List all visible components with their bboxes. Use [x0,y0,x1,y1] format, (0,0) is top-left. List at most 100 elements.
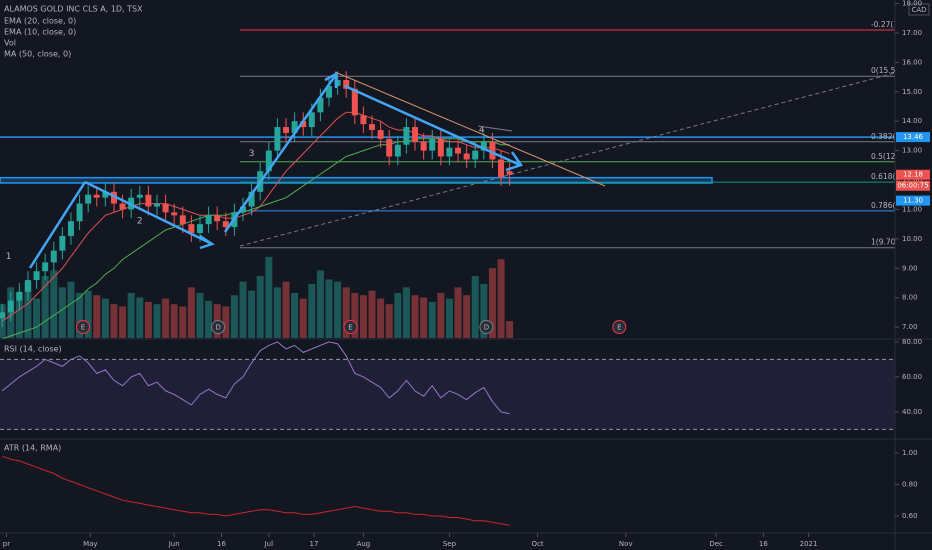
event-marker [211,320,226,334]
volume-bar [93,295,101,338]
candle-body [136,194,143,198]
candle-body [16,291,23,301]
x-tick-label: May [83,540,97,548]
y-tick-label: 15.00 [902,88,922,96]
event-label: D [215,324,220,332]
y-tick-label: 9.00 [902,264,918,272]
candle-body [33,271,40,281]
wave-arrow [344,84,521,167]
event-label: D [484,324,489,332]
plot-area: -0.27(17 0(15.53) 0.382(1 0.5(12.6 0.618(1 0.… [0,20,903,526]
volume-bar [342,287,350,338]
trend-line [239,72,895,247]
y-tick-label: 14.00 [902,117,922,125]
fib-label: -0.27(17 [871,20,903,29]
x-tick-label: Aug [357,540,371,548]
volume-bar [308,283,316,338]
x-tick-label: 17 [309,540,318,548]
candle-body [455,147,462,154]
candle-body [446,147,453,157]
volume-bar [428,301,436,338]
currency-box [908,3,930,16]
wave-arrow [28,181,87,269]
volume-bar [316,270,324,338]
candle-body [205,215,212,225]
event-label: E [81,324,85,332]
volume-bar [230,295,238,338]
support-zone [0,176,713,184]
x-tick-label: Sep [443,540,457,548]
volume-bar [136,297,144,338]
price-tag-label: 06:00:75 [897,182,928,190]
price-tag [896,195,930,206]
candle-body [377,130,384,139]
volume-bar [248,290,256,338]
candle-body [153,203,160,207]
candle-body [351,88,358,116]
x-tick-label: Jul [264,540,274,548]
price-tag [896,180,930,191]
volume-bar [119,306,127,338]
event-marker [76,320,91,334]
volume-bar [282,281,290,338]
candle-body [506,171,513,175]
candle-body [489,141,496,160]
volume-bar [50,270,58,338]
volume-bar [359,295,367,338]
legend-entry: Vol [4,39,16,48]
volume-bar [291,292,299,338]
volume-bar [76,292,84,338]
y-tick-label: 0.60 [902,512,918,520]
volume-bar [144,301,152,338]
y-tick-label: 0.80 [902,481,918,489]
indicator-line [2,138,510,340]
candle-body [85,194,92,204]
y-tick-label: 11.00 [902,205,922,213]
volume-bar [480,283,488,338]
event-label: E [617,324,621,332]
candle-body [394,144,401,157]
volume-bar [67,281,75,338]
candle-body [420,141,427,151]
candle-body [463,153,470,160]
volume-bar [437,292,445,338]
candle-body [317,97,324,113]
candle-body [369,124,376,131]
volume-bar [506,321,514,338]
fib-label: 0.786(1 [871,201,900,210]
candle-body [50,250,57,263]
x-tick-label: 16 [217,540,226,548]
event-marker [343,320,358,334]
indicator-line [2,455,510,526]
candle-body [145,194,152,207]
volume-bar [110,304,118,338]
event-marker [479,320,494,334]
candle-body [76,203,83,222]
candle-body [42,262,49,272]
x-tick-label: Dec [709,540,723,548]
candle-body [343,80,350,89]
candle-body [386,138,393,157]
x-tick-label: Oct [532,540,544,548]
candle-body [429,138,436,151]
volume-bar [84,290,92,338]
candle-body [110,191,117,204]
wave-arrow [84,180,211,245]
fib-label: 0.5(12.6 [871,152,903,161]
volume-bar [153,304,161,338]
event-marker [612,320,627,334]
candle-body [67,221,74,236]
candle-body [300,121,307,128]
candle-body [412,127,419,142]
volume-bar [41,276,49,338]
volume-bar [187,287,195,338]
volume-bar [368,290,376,338]
drawings [28,71,895,269]
volume-bar [299,298,307,338]
fib-label: 0.618(1 [871,172,900,181]
wave-label: 4 [479,126,485,136]
x-tick-label: 2021 [800,540,818,548]
price-tag-label: 12.18 [903,171,923,179]
volume-bar [402,287,410,338]
volume-bar [445,298,453,338]
